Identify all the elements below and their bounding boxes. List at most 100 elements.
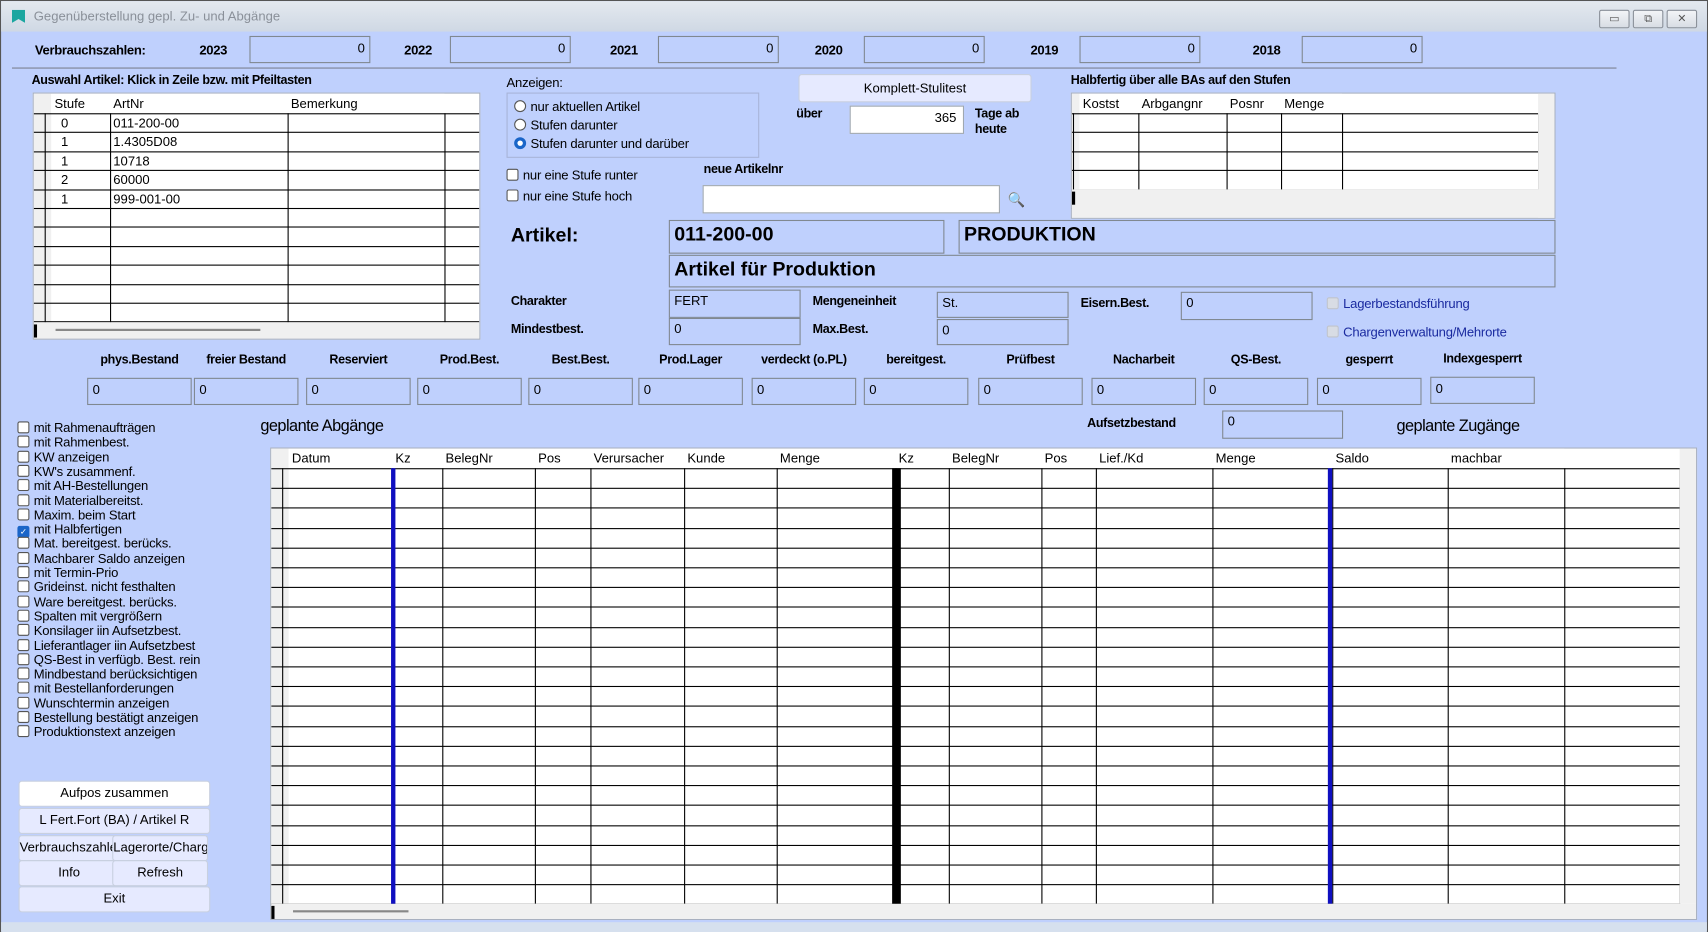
checkbox[interactable] xyxy=(17,537,30,550)
column-header[interactable]: Datum xyxy=(288,448,393,469)
radio-button[interactable] xyxy=(514,100,527,113)
option-checkbox[interactable]: Lieferantlager iin Aufsetzbest xyxy=(17,638,195,653)
grid-cell[interactable]: 10718 xyxy=(113,153,150,169)
checkbox[interactable] xyxy=(17,638,30,651)
column-header[interactable]: Menge xyxy=(1281,93,1343,114)
radio-option[interactable]: nur aktuellen Artikel xyxy=(514,99,640,114)
magnifier-icon[interactable]: 🔍 xyxy=(1007,191,1026,208)
column-header[interactable]: Kostst xyxy=(1079,93,1139,114)
checkbox[interactable] xyxy=(17,421,30,434)
column-header[interactable]: Menge xyxy=(1212,448,1333,469)
column-header[interactable]: Bemerkung xyxy=(287,93,445,114)
horizontal-scrollbar[interactable] xyxy=(271,903,1697,919)
checkbox[interactable] xyxy=(17,435,30,448)
column-header[interactable]: Verursacher xyxy=(590,448,685,469)
option-checkbox[interactable]: mit AH-Bestellungen xyxy=(17,479,148,493)
komplett-stulitest-button[interactable]: Komplett-Stulitest xyxy=(798,74,1032,103)
check-stufe-runter[interactable]: nur eine Stufe runter xyxy=(506,168,638,183)
column-header[interactable]: Pos xyxy=(1041,448,1096,469)
grid-cell[interactable]: 0 xyxy=(61,115,69,131)
option-checkbox[interactable]: mit Bestellanforderungen xyxy=(17,681,174,696)
grid-cell[interactable]: 1.4305D08 xyxy=(113,134,178,150)
column-header[interactable]: Stufe xyxy=(51,93,111,114)
checkbox[interactable] xyxy=(17,667,30,680)
option-checkbox[interactable]: Spalten mit vergrößern xyxy=(17,609,162,624)
radio-button[interactable] xyxy=(514,137,527,150)
checkbox[interactable] xyxy=(17,624,30,637)
column-header[interactable]: BelegNr xyxy=(948,448,1042,469)
checkbox[interactable] xyxy=(17,566,30,579)
vertical-scrollbar[interactable] xyxy=(479,94,480,323)
column-header[interactable]: Kunde xyxy=(684,448,777,469)
aufpos-zusammen-button[interactable]: Aufpos zusammen xyxy=(18,780,211,807)
neue-artikelnr-input[interactable] xyxy=(702,185,1000,214)
days-input[interactable]: 365 xyxy=(849,105,965,134)
grid-cell[interactable]: 1 xyxy=(61,153,69,169)
vertical-scrollbar[interactable] xyxy=(1538,93,1555,218)
option-checkbox[interactable]: Machbarer Saldo anzeigen xyxy=(17,551,185,566)
info-button[interactable]: Info xyxy=(18,860,120,887)
checkbox[interactable] xyxy=(17,464,30,477)
radio-button[interactable] xyxy=(514,118,527,131)
checkbox[interactable]: ✓ xyxy=(17,525,30,538)
option-checkbox[interactable]: mit Rahmenbest. xyxy=(17,435,130,450)
option-checkbox[interactable]: mit Termin-Prio xyxy=(17,566,118,580)
grid-cell[interactable]: 2 xyxy=(61,172,69,188)
verbrauchszahlen-button[interactable]: Verbrauchszahlen xyxy=(18,835,120,862)
option-checkbox[interactable]: Produktionstext anzeigen xyxy=(17,725,176,739)
close-button[interactable]: ✕ xyxy=(1666,9,1698,29)
radio-option[interactable]: Stufen darunter xyxy=(514,118,618,133)
column-header[interactable]: Kz xyxy=(392,448,443,469)
column-header[interactable]: machbar xyxy=(1447,448,1565,469)
option-checkbox[interactable]: Wunschtermin anzeigen xyxy=(17,696,169,710)
checkbox[interactable] xyxy=(17,551,30,564)
checkbox[interactable] xyxy=(17,653,30,666)
checkbox[interactable] xyxy=(17,580,30,593)
plan-grid[interactable]: Datum Kz BelegNr Pos Verursacher Kunde Menge Kz… xyxy=(270,447,1698,921)
checkbox[interactable] xyxy=(17,493,30,506)
column-header[interactable]: Menge xyxy=(776,448,896,469)
grid-cell[interactable]: 999-001-00 xyxy=(113,191,181,207)
checkbox[interactable] xyxy=(17,450,30,463)
auswahl-grid[interactable]: Stufe ArtNr Bemerkung 0 011-200-00 1 1.4305D08… xyxy=(32,92,481,340)
column-header[interactable]: Posnr xyxy=(1226,93,1282,114)
exit-button[interactable]: Exit xyxy=(18,886,211,913)
checkbox[interactable] xyxy=(17,696,30,709)
option-checkbox[interactable]: QS-Best in verfügb. Best. rein xyxy=(17,653,200,667)
vertical-scrollbar[interactable] xyxy=(1679,448,1697,904)
scroll-thumb[interactable] xyxy=(293,910,409,913)
option-checkbox[interactable]: Mindbestand berücksichtigen xyxy=(17,667,197,682)
restore-button[interactable]: ⧉ xyxy=(1632,9,1664,29)
checkbox[interactable] xyxy=(506,189,519,202)
minimize-button[interactable]: ▭ xyxy=(1599,9,1630,29)
option-checkbox[interactable]: KW anzeigen xyxy=(17,450,109,464)
checkbox[interactable] xyxy=(506,168,519,181)
column-header[interactable]: BelegNr xyxy=(442,448,535,469)
fert-fort-button[interactable]: L Fert.Fort (BA) / Artikel R xyxy=(18,807,211,835)
checkbox[interactable] xyxy=(17,508,30,521)
column-header[interactable]: Arbgangnr xyxy=(1138,93,1227,114)
checkbox[interactable] xyxy=(17,595,30,608)
radio-option[interactable]: Stufen darunter und darüber xyxy=(514,136,689,151)
option-checkbox[interactable]: ✓ mit Halbfertigen xyxy=(17,522,122,538)
grid-cell[interactable]: 011-200-00 xyxy=(113,115,180,131)
grid-cell[interactable]: 60000 xyxy=(113,172,150,188)
option-checkbox[interactable]: Mat. bereitgest. berücks. xyxy=(17,537,172,551)
lagerorte-button[interactable]: Lagerorte/Charge xyxy=(112,835,209,862)
column-header[interactable]: ArtNr xyxy=(110,93,288,114)
grid-cell[interactable]: 1 xyxy=(61,134,69,150)
option-checkbox[interactable]: Bestellung bestätigt anzeigen xyxy=(17,710,198,725)
option-checkbox[interactable]: Grideinst. nicht festhalten xyxy=(17,580,176,595)
checkbox[interactable] xyxy=(17,725,30,738)
check-stufe-hoch[interactable]: nur eine Stufe hoch xyxy=(506,188,632,204)
option-checkbox[interactable]: KW's zusammenf. xyxy=(17,464,136,479)
column-header[interactable]: Kz xyxy=(895,448,949,469)
option-checkbox[interactable]: mit Materialbereitst. xyxy=(17,493,143,508)
scroll-thumb[interactable] xyxy=(55,328,261,331)
option-checkbox[interactable]: Ware bereitgest. berücks. xyxy=(17,595,177,609)
checkbox[interactable] xyxy=(17,479,30,492)
column-header[interactable]: Saldo xyxy=(1332,448,1448,469)
option-checkbox[interactable]: Konsilager iin Aufsetzbest. xyxy=(17,624,181,638)
checkbox[interactable] xyxy=(17,609,30,622)
horizontal-scrollbar[interactable] xyxy=(1071,189,1555,218)
